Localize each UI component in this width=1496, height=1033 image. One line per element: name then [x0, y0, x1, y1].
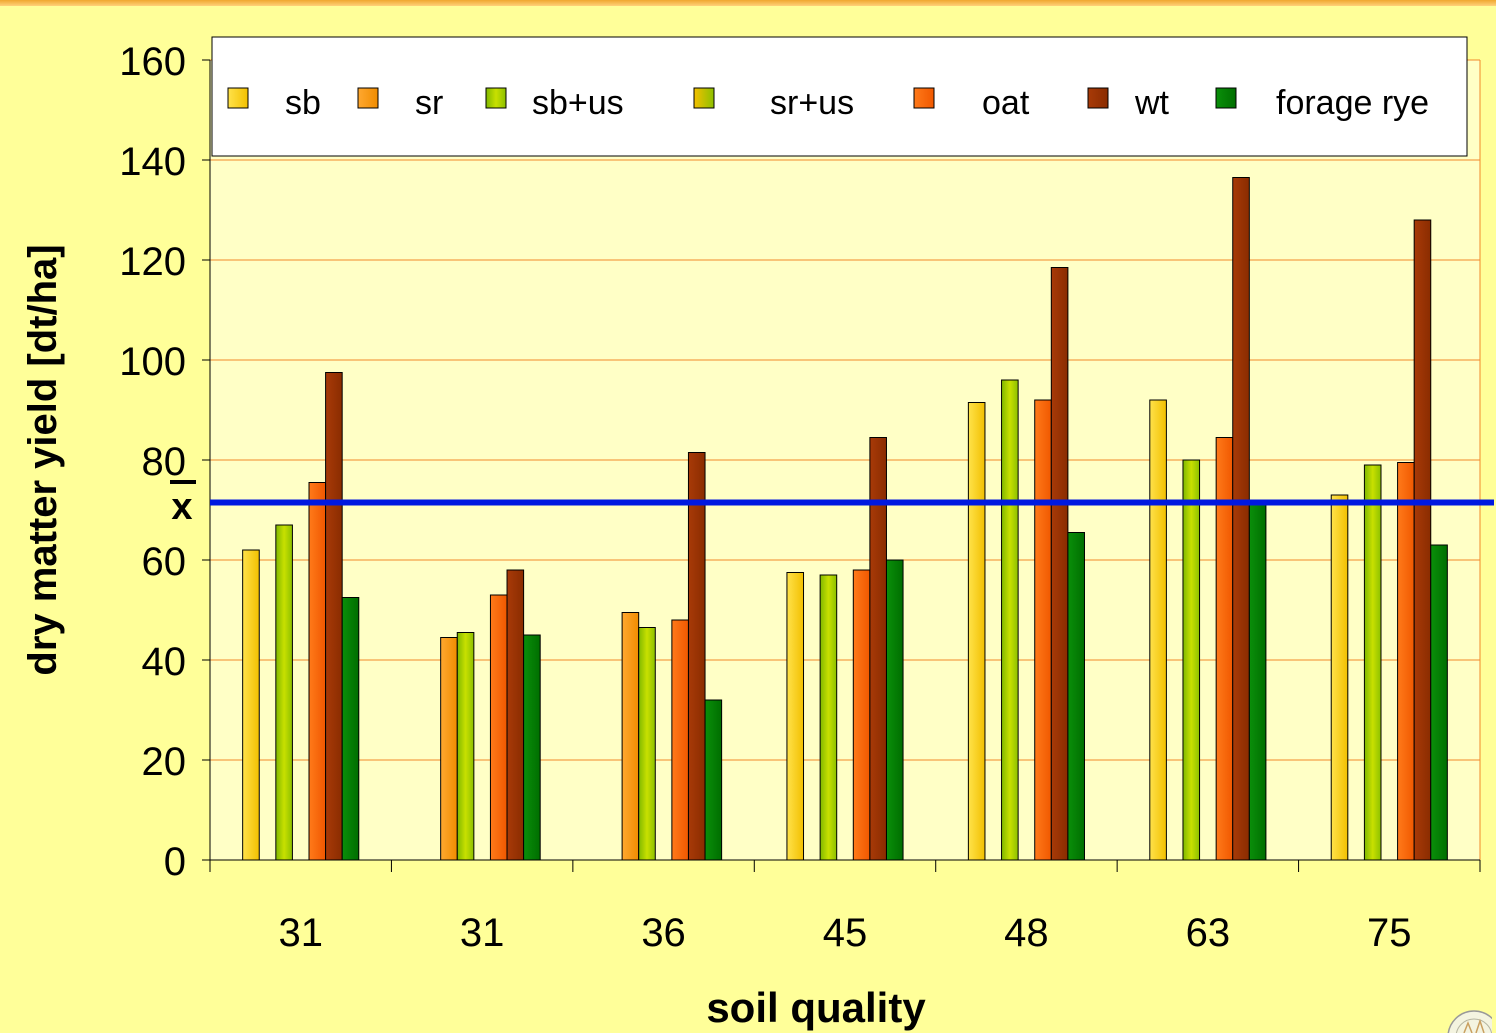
legend-label-sb-plus-us: sb+us — [532, 84, 624, 122]
x-tick-label: 45 — [823, 911, 868, 955]
legend-label-forage-rye: forage rye — [1276, 84, 1429, 122]
bar-forage-rye — [1067, 532, 1085, 861]
bar-sb-plus-us — [275, 524, 293, 861]
bar-sb — [967, 402, 986, 861]
bar-sb-plus-us — [1001, 379, 1019, 861]
bar-sb — [1330, 494, 1349, 861]
y-tick-label: 160 — [119, 40, 186, 84]
bar-sb — [1149, 399, 1167, 861]
slide-top-rule — [0, 0, 1496, 6]
y-axis-title: dry matter yield [dt/ha] — [21, 244, 65, 675]
bar-sb-plus-us — [1182, 459, 1201, 861]
bar-forage-rye — [704, 699, 723, 861]
y-tick-label: 140 — [119, 140, 186, 184]
bar-forage-rye — [523, 634, 541, 861]
bar-sb-plus-us — [819, 574, 838, 861]
x-tick-label: 36 — [641, 911, 686, 955]
legend-label-oat: oat — [982, 84, 1030, 122]
legend-swatch-sb-plus-us — [485, 87, 507, 109]
bar-oat — [852, 569, 871, 861]
legend-label-sr-plus-us: sr+us — [770, 84, 854, 122]
bar-forage-rye — [1248, 499, 1267, 861]
legend-label-wt: wt — [1134, 84, 1170, 122]
bar-wt — [1232, 177, 1250, 861]
bar-wt — [506, 569, 525, 861]
y-tick-label: 0 — [164, 840, 186, 884]
legend-swatch-wt — [1087, 87, 1109, 109]
x-tick-label: 75 — [1367, 911, 1412, 955]
legend: sb sr sb+us sr+us oat wt forage rye — [211, 36, 1468, 157]
bar-oat — [489, 594, 508, 861]
bar-oat — [1397, 462, 1415, 861]
bar-wt — [687, 452, 706, 861]
x-tick-label: 31 — [278, 911, 323, 955]
legend-swatch-sb — [227, 87, 249, 109]
bar-oat — [308, 482, 327, 861]
bar-forage-rye — [1430, 544, 1448, 861]
legend-label-sb: sb — [285, 84, 321, 122]
bar-wt — [1050, 267, 1069, 861]
legend-label-sr: sr — [415, 84, 443, 122]
x-tick-label: 63 — [1186, 911, 1231, 955]
bar-sr — [440, 637, 458, 861]
y-tick-label: 60 — [142, 540, 187, 584]
institution-logo — [1434, 1003, 1492, 1033]
y-tick-label: 120 — [119, 240, 186, 284]
legend-swatch-sr — [357, 87, 379, 109]
legend-swatch-forage-rye — [1215, 87, 1237, 109]
bar-sb-plus-us — [1363, 464, 1382, 861]
y-tick-label: 100 — [119, 340, 186, 384]
legend-swatch-oat — [913, 87, 935, 109]
y-tick-label: 40 — [142, 640, 187, 684]
legend-swatch-sr-plus-us — [693, 87, 715, 109]
x-axis-title: soil quality — [706, 984, 926, 1031]
bar-wt — [1413, 219, 1432, 861]
x-tick-label: 31 — [460, 911, 505, 955]
y-tick-label: 80 — [142, 440, 187, 484]
bar-sb — [242, 549, 260, 861]
mean-label: x — [171, 486, 192, 528]
bar-oat — [671, 619, 689, 861]
bar-sb-plus-us — [456, 632, 475, 861]
bar-wt — [325, 372, 343, 861]
x-tick-label: 48 — [1004, 911, 1049, 955]
bar-sb — [786, 572, 805, 861]
bar-sr — [621, 612, 640, 861]
legend-box — [211, 36, 1468, 157]
bar-sb-plus-us — [638, 627, 656, 861]
bar-oat — [1034, 399, 1052, 861]
bar-forage-rye — [885, 559, 904, 861]
bar-forage-rye — [341, 597, 360, 861]
y-tick-label: 20 — [142, 740, 187, 784]
